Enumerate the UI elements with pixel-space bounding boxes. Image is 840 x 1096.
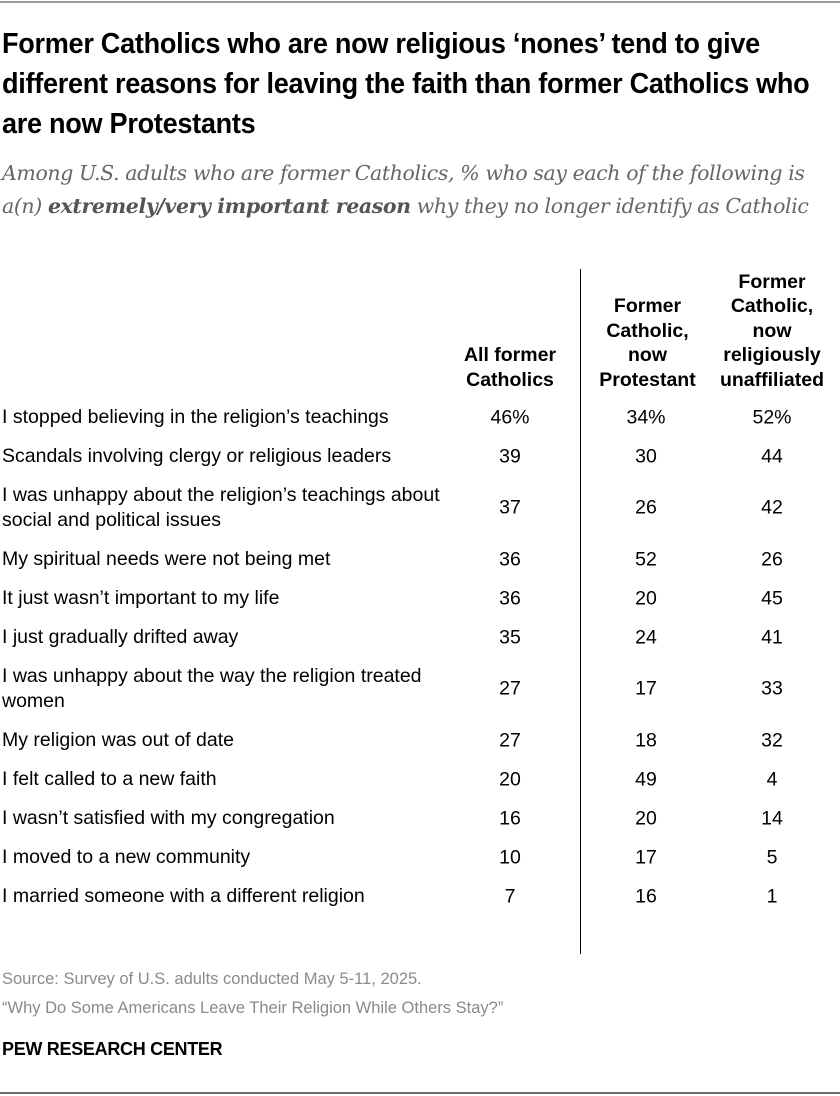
cell-value: 49 (635, 768, 657, 790)
top-rule (0, 1, 840, 3)
cell-value: 46% (490, 406, 530, 428)
column-divider (580, 269, 581, 954)
cell-value: 18 (635, 729, 657, 751)
cell-value: 7 (504, 885, 516, 907)
table-row: I wasn’t satisfied with my congregation 1… (0, 799, 840, 838)
cell-value: 17 (635, 846, 657, 868)
cell-value: 34% (626, 406, 666, 428)
row-label: My religion was out of date (2, 729, 234, 751)
cell-value: 45 (761, 587, 783, 609)
table-row: My religion was out of date 27 18 32 (0, 721, 840, 760)
table-body: I stopped believing in the religion’s te… (0, 398, 840, 916)
column-header-unaffiliated: Former Catholic, now religiously unaffil… (719, 270, 824, 391)
cell-value: 41 (761, 626, 783, 648)
cell-value: 1 (766, 885, 778, 907)
row-label: I wasn’t satisfied with my congregation (2, 807, 335, 829)
chart-title: Former Catholics who are now religious ‘… (2, 28, 810, 140)
chart-subtitle: Among U.S. adults who are former Catholi… (2, 157, 837, 223)
cell-value: 26 (761, 548, 783, 570)
cell-value: 52 (635, 548, 657, 570)
column-headers: All former Catholics Former Catholic, no… (0, 270, 840, 392)
subtitle-emphasis: extremely/very important reason (47, 194, 411, 218)
table-row: My spiritual needs were not being met 36 5… (0, 540, 840, 579)
row-label: Scandals involving clergy or religious l… (2, 445, 392, 467)
cell-value: 33 (761, 677, 783, 700)
cell-value: 52% (752, 406, 792, 428)
cell-value: 16 (635, 885, 657, 907)
brand-logo: PEW RESEARCH CENTER (2, 1039, 223, 1059)
row-label: I married someone with a different relig… (2, 885, 365, 907)
table-row: It just wasn’t important to my life 36 20 4… (0, 579, 840, 618)
cell-value: 26 (635, 496, 657, 519)
row-label: I stopped believing in the religion’s te… (2, 406, 389, 428)
cell-value: 24 (635, 626, 657, 648)
cell-value: 37 (499, 496, 521, 519)
table-row: I married someone with a different relig… (0, 877, 840, 916)
row-label: I moved to a new community (2, 846, 251, 868)
cell-value: 20 (499, 768, 521, 790)
cell-value: 20 (635, 587, 657, 609)
row-label: I was unhappy about the way the religion… (2, 665, 422, 712)
row-label: It just wasn’t important to my life (2, 587, 280, 609)
row-label: I just gradually drifted away (2, 626, 239, 648)
column-header-protestant: Former Catholic, now Protestant (599, 295, 696, 391)
cell-value: 5 (766, 846, 778, 868)
cell-value: 32 (761, 729, 783, 751)
cell-value: 17 (635, 677, 657, 700)
cell-value: 36 (499, 587, 521, 609)
cell-value: 39 (499, 445, 521, 467)
cell-value: 4 (766, 768, 778, 790)
row-label: I was unhappy about the religion’s teach… (2, 484, 440, 531)
source-note: Source: Survey of U.S. adults conducted … (2, 970, 422, 988)
cell-value: 14 (761, 807, 783, 829)
subtitle-text-end: why they no longer identify as Catholic (410, 194, 809, 218)
cell-value: 35 (499, 626, 521, 648)
table-row: I just gradually drifted away 35 24 41 (0, 618, 840, 657)
cell-value: 10 (499, 846, 521, 868)
footer: Source: Survey of U.S. adults conducted … (2, 965, 503, 1023)
table-row: I was unhappy about the religion’s teach… (0, 476, 840, 540)
report-title: “Why Do Some Americans Leave Their Relig… (2, 999, 504, 1017)
cell-value: 30 (635, 445, 657, 467)
cell-value: 44 (761, 445, 783, 467)
table-row: I moved to a new community 10 17 5 (0, 838, 840, 877)
table-row: I stopped believing in the religion’s te… (0, 398, 840, 437)
table-row: Scandals involving clergy or religious l… (0, 437, 840, 476)
table-row: I was unhappy about the way the religion… (0, 657, 840, 721)
column-header-all: All former Catholics (463, 344, 557, 391)
cell-value: 20 (635, 807, 657, 829)
cell-value: 36 (499, 548, 521, 570)
row-label: I felt called to a new faith (2, 768, 217, 790)
row-label: My spiritual needs were not being met (2, 548, 331, 570)
subtitle-text: Among U.S. adults who are former Catholi… (2, 161, 805, 218)
cell-value: 42 (761, 496, 783, 519)
bottom-rule (0, 1092, 840, 1094)
table-row: I felt called to a new faith 20 49 4 (0, 760, 840, 799)
cell-value: 27 (499, 729, 521, 751)
cell-value: 16 (499, 807, 521, 829)
cell-value: 27 (499, 677, 521, 700)
